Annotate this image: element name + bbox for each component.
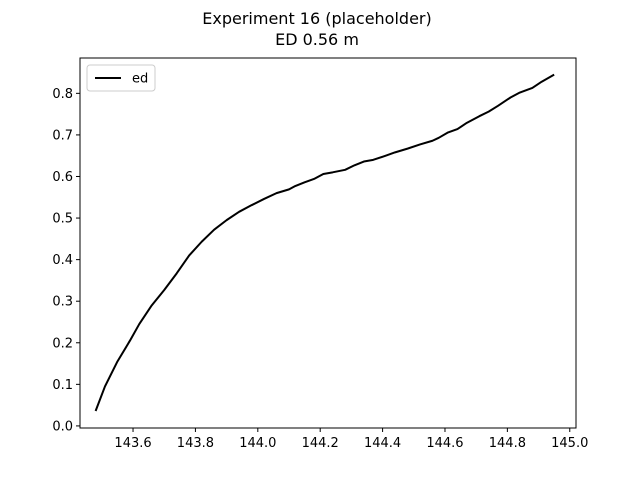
chart-subtitle: ED 0.56 m (275, 30, 359, 49)
y-tick-label: 0.4 (52, 253, 73, 268)
legend: ed (86, 64, 156, 92)
y-tick-label: 0.7 (52, 128, 73, 143)
y-tick-label: 0.5 (52, 212, 73, 227)
x-tick-label: 144.6 (426, 436, 463, 451)
x-axis: 143.6 143.8 144.0 144.2 144.4 144.6 144.8 145.0 (114, 428, 588, 451)
x-tick-label: 144.8 (489, 436, 526, 451)
x-tick-label: 143.6 (114, 436, 151, 451)
x-tick-label: 144.0 (239, 436, 276, 451)
y-axis: 0.0 0.1 0.2 0.3 0.4 0.5 0.6 0.7 0.8 (52, 87, 80, 434)
chart-title: Experiment 16 (placeholder) (202, 9, 431, 28)
plot-area (79, 57, 577, 429)
y-tick-label: 0.3 (52, 295, 73, 310)
legend-label: ed (132, 72, 148, 87)
x-tick-label: 143.8 (177, 436, 214, 451)
y-tick-label: 0.0 (52, 419, 73, 434)
x-tick-label: 145.0 (551, 436, 588, 451)
y-tick-label: 0.1 (52, 378, 73, 393)
plot-frame (79, 57, 577, 429)
y-tick-label: 0.6 (52, 170, 73, 185)
y-tick-label: 0.8 (52, 87, 73, 102)
x-tick-label: 144.2 (302, 436, 339, 451)
series-layer (94, 73, 555, 412)
x-tick-label: 144.4 (364, 436, 401, 451)
series-line-ed (94, 73, 555, 412)
y-tick-label: 0.2 (52, 336, 73, 351)
